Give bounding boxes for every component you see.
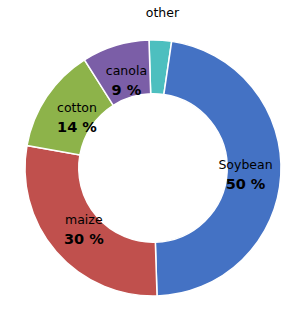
- svg-text:14 %: 14 %: [57, 119, 97, 135]
- svg-text:cotton: cotton: [57, 100, 97, 115]
- svg-text:30 %: 30 %: [64, 231, 104, 247]
- svg-text:canola: canola: [106, 63, 147, 78]
- svg-text:9 %: 9 %: [112, 82, 142, 98]
- svg-text:Soybean: Soybean: [218, 157, 272, 172]
- svg-text:other: other: [146, 5, 180, 20]
- svg-text:maize: maize: [65, 212, 103, 227]
- svg-text:50 %: 50 %: [226, 176, 266, 192]
